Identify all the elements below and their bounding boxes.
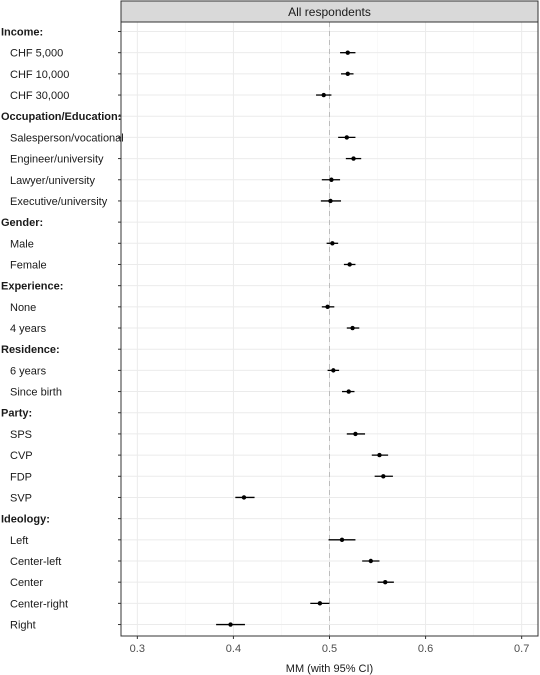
level-label: Executive/university [10, 196, 108, 208]
group-header-label: Experience: [1, 281, 63, 293]
confidence-intervals [216, 52, 394, 626]
point-estimate [381, 474, 386, 479]
x-tick-label: 0.6 [418, 643, 433, 655]
point-estimate [329, 177, 334, 182]
group-header-label: Gender: [1, 217, 43, 229]
group-header-label: Party: [1, 408, 32, 420]
point-estimate [351, 156, 356, 161]
level-label: Center-left [10, 556, 61, 568]
level-label: Salesperson/vocational [10, 132, 124, 144]
level-label: Female [10, 259, 47, 271]
point-estimate [317, 601, 323, 606]
point-estimate [353, 431, 358, 437]
x-axis-title: MM (with 95% CI) [286, 663, 373, 675]
point-estimate [321, 92, 326, 98]
point-estimate [346, 389, 351, 394]
x-axis: 0.3 0.4 0.5 0.6 0.7 [130, 636, 529, 655]
group-header-label: Ideology: [1, 514, 50, 526]
x-tick-label: 0.3 [130, 643, 145, 655]
point-estimate [383, 579, 388, 585]
group-header-label: Occupation/Education: [1, 111, 121, 123]
panel-strip [120, 0, 539, 23]
point-estimate [328, 198, 333, 204]
point-estimate [377, 452, 382, 458]
panel-title: All respondents [288, 5, 371, 19]
y-axis-ticks [118, 31, 121, 626]
point-estimate [345, 50, 350, 55]
point-estimate [350, 325, 355, 331]
level-label: SPS [10, 429, 32, 441]
level-label: CHF 10,000 [10, 69, 69, 81]
level-label: CHF 5,000 [10, 48, 63, 60]
level-label: FDP [10, 471, 32, 483]
level-label: Since birth [10, 387, 62, 399]
point-estimate [325, 304, 330, 310]
x-tick-label: 0.5 [322, 643, 337, 655]
level-label: 6 years [10, 365, 47, 377]
point-estimate [344, 135, 349, 140]
point-estimate [368, 558, 374, 564]
level-label: 4 years [10, 323, 47, 335]
level-label: Engineer/university [10, 154, 104, 166]
point-estimate [339, 537, 345, 543]
level-label: CVP [10, 450, 33, 462]
group-header-label: Residence: [1, 344, 60, 356]
point-estimates [228, 50, 388, 627]
level-label: SVP [10, 492, 32, 504]
x-tick-label: 0.4 [226, 643, 241, 655]
point-estimate [330, 241, 335, 246]
level-label: Right [10, 620, 36, 632]
level-label: CHF 30,000 [10, 90, 69, 102]
point-estimate [241, 495, 247, 500]
row-labels: Income: CHF 5,000 CHF 10,000 CHF 30,000 Occu… [1, 27, 124, 632]
point-estimate [331, 368, 336, 373]
level-label: Left [10, 535, 28, 547]
x-tick-label: 0.7 [514, 643, 529, 655]
level-label: Male [10, 238, 34, 250]
point-estimate [345, 71, 350, 77]
level-label: None [10, 302, 36, 314]
group-header-label: Income: [1, 27, 43, 39]
point-estimate [228, 622, 233, 627]
point-estimate [347, 262, 352, 267]
level-label: Center-right [10, 598, 68, 610]
level-label: Center [10, 577, 43, 589]
level-label: Lawyer/university [10, 175, 95, 187]
